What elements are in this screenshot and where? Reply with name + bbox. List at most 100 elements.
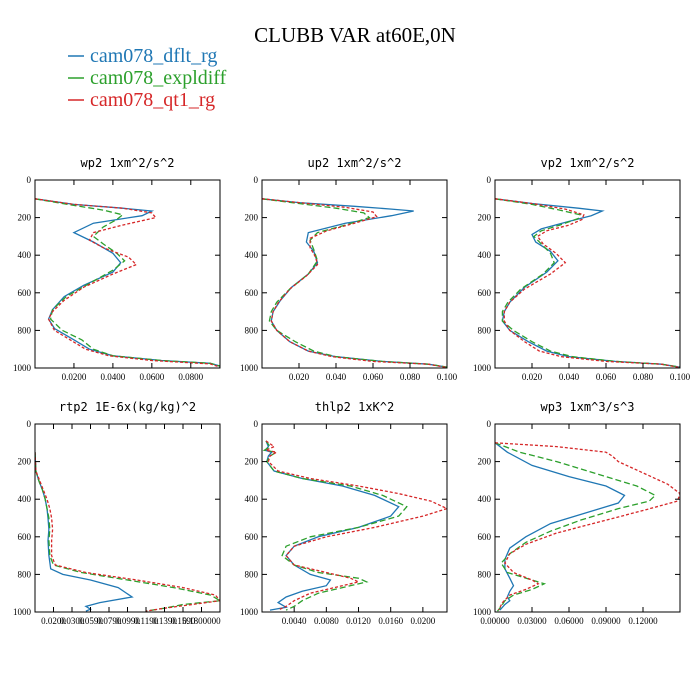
x-tick-label: 0.040 [326,372,347,382]
panel-5: thlp2 1xK^2 0 200 400 600 800 1000 0.0040 0.0080… [240,400,448,626]
series-line-2 [495,442,657,612]
x-tick-label: 0.100 [437,372,458,382]
y-tick-label: 600 [245,288,259,298]
y-tick-label: 400 [478,250,492,260]
x-tick-label: 0.0990 [115,616,140,626]
x-tick-label: 0.03000 [517,616,547,626]
plot-frame [261,423,448,613]
x-tick-label: 0.09000 [591,616,621,626]
y-tick-label: 200 [245,213,259,223]
series-line-1 [264,440,400,611]
x-tick-label: 0.1390 [152,616,177,626]
x-tick-label: 0.100 [670,372,691,382]
y-tick-label: 1000 [473,607,492,617]
y-tick-label: 800 [245,325,259,335]
panel-2: up2 1xm^2/s^2 0 200 400 600 800 1000 0.020 0.040… [240,156,458,382]
y-tick-label: 400 [478,494,492,504]
series-line-2 [262,440,408,611]
y-tick-label: 200 [478,457,492,467]
y-tick-label: 400 [245,250,259,260]
y-tick-label: 200 [478,213,492,223]
x-tick-label: 0.0200 [410,616,435,626]
y-tick-label: 400 [18,250,32,260]
series-line-3 [35,452,220,612]
chart-title: CLUBB VAR at60E,0N [254,23,456,47]
x-tick-label: 0.0160 [378,616,403,626]
legend-entry: cam078_expldiff [90,67,227,89]
x-tick-label: 0.0790 [97,616,122,626]
panel-title: wp2 1xm^2/s^2 [81,156,175,170]
panel-title: wp3 1xm^3/s^3 [541,400,635,414]
x-tick-label: 0.0300 [60,616,85,626]
y-tick-label: 0 [487,175,492,185]
x-tick-label: 0.0120 [346,616,371,626]
y-tick-label: 800 [18,569,32,579]
y-tick-label: 400 [18,494,32,504]
series-line-1 [35,198,220,367]
y-tick-label: 800 [18,325,32,335]
x-tick-label: 0.12000 [628,616,658,626]
panel-title: thlp2 1xK^2 [315,400,394,414]
x-tick-label: 0.00000 [480,616,510,626]
series-line-3 [263,440,447,611]
plot-frame [34,179,221,369]
legend-entry: cam078_qt1_rg [90,89,215,111]
plot-frame [261,179,448,369]
x-tick-label: 0.080 [633,372,654,382]
panel-1: wp2 1xm^2/s^2 0 200 400 600 800 1000 0.0200 0.04… [13,156,221,382]
x-tick-label: 0.0080 [314,616,339,626]
series-line-3 [495,198,680,368]
y-tick-label: 0 [487,419,492,429]
panel-4: rtp2 1E-6x(kg/kg)^2 0 200 400 600 800 1000 0.02… [13,400,221,626]
legend-entry: cam078_dflt_rg [90,45,217,67]
x-tick-label: 0.0400 [101,372,126,382]
x-tick-label: 0.0200 [41,616,66,626]
y-tick-label: 0 [254,419,259,429]
x-tick-label: 0.0800 [178,372,203,382]
y-tick-label: 800 [245,569,259,579]
x-tick-label: 0.1590 [171,616,196,626]
x-tick-label: 0.040 [559,372,580,382]
plot-frame [494,423,681,613]
x-tick-label: 0.0600 [139,372,164,382]
panel-title: up2 1xm^2/s^2 [308,156,402,170]
panel-title: vp2 1xm^2/s^2 [541,156,635,170]
x-tick-label: 0.1800000 [182,616,221,626]
y-tick-label: 1000 [13,363,32,373]
x-tick-label: 0.080 [400,372,421,382]
y-tick-label: 800 [478,569,492,579]
y-tick-label: 200 [245,457,259,467]
panel-3: vp2 1xm^2/s^2 0 200 400 600 800 1000 0.020 0.040… [473,156,691,382]
series-line-1 [495,198,680,368]
y-tick-label: 400 [245,494,259,504]
y-tick-label: 600 [478,532,492,542]
x-tick-label: 0.060 [363,372,384,382]
series-line-2 [35,452,220,612]
y-tick-label: 1000 [473,363,492,373]
series-line-3 [35,198,220,368]
y-tick-label: 200 [18,457,32,467]
y-tick-label: 600 [18,532,32,542]
y-tick-label: 1000 [240,607,259,617]
panel-title: rtp2 1E-6x(kg/kg)^2 [59,400,196,414]
x-tick-label: 0.060 [596,372,617,382]
series-line-2 [35,198,220,367]
x-tick-label: 0.0200 [62,372,87,382]
series-line-2 [495,198,680,368]
y-tick-label: 1000 [240,363,259,373]
x-tick-label: 0.1190 [134,616,159,626]
y-tick-label: 0 [27,419,32,429]
y-tick-label: 200 [18,213,32,223]
y-tick-label: 1000 [13,607,32,617]
legend: cam078_dflt_rgcam078_expldiffcam078_qt1_… [68,45,227,111]
x-tick-label: 0.020 [289,372,310,382]
x-tick-label: 0.06000 [554,616,584,626]
x-tick-label: 0.020 [522,372,543,382]
series-line-3 [495,442,680,611]
plot-frame [494,179,681,369]
x-tick-label: 0.0590 [78,616,103,626]
series-line-1 [495,442,626,611]
